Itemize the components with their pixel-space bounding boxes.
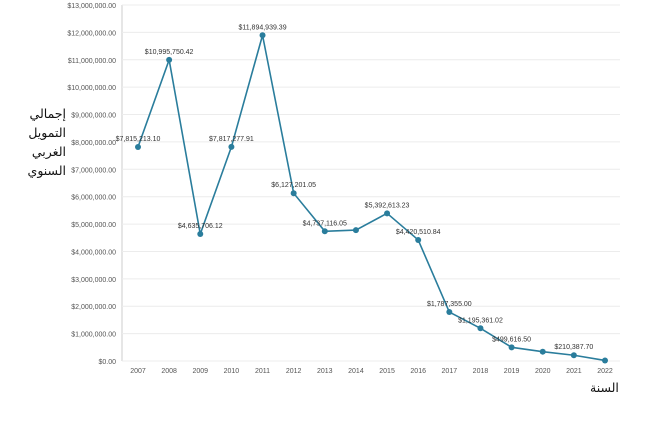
- x-tick-label: 2018: [473, 368, 489, 375]
- y-tick-label: $1,000,000.00: [71, 332, 116, 339]
- x-tick-label: 2021: [566, 368, 582, 375]
- data-point: [477, 325, 484, 332]
- x-tick-label: 2010: [224, 368, 240, 375]
- x-tick-label: 2015: [379, 368, 395, 375]
- y-tick-label: $11,000,000.00: [68, 58, 116, 65]
- x-tick-label: 2019: [504, 368, 520, 375]
- data-point: [384, 210, 391, 217]
- y-tick-label: $13,000,000.00: [67, 3, 116, 10]
- x-tick-label: 2014: [348, 368, 364, 375]
- data-point: [135, 143, 141, 150]
- data-point: [321, 228, 328, 235]
- data-label: $10,995,750.42: [145, 49, 194, 56]
- data-point: [259, 32, 266, 39]
- y-tick-label: $9,000,000.00: [71, 113, 116, 120]
- data-point: [197, 231, 204, 238]
- y-tick-label: $0.00: [98, 359, 116, 366]
- y-tick-label: $6,000,000.00: [71, 195, 116, 202]
- series-line: [137, 35, 606, 362]
- data-label: $11,894,939.39: [238, 24, 286, 31]
- y-label-line: الغربي: [31, 144, 66, 159]
- data-point: [508, 344, 515, 351]
- data-point: [570, 352, 577, 359]
- x-tick-label: 2017: [442, 368, 458, 375]
- y-tick-label: $8,000,000.00: [71, 140, 116, 147]
- data-label: $5,392,613.23: [365, 202, 410, 209]
- x-tick-label: 2011: [255, 368, 270, 375]
- y-tick-label: $12,000,000.00: [67, 30, 116, 37]
- data-label: $4,635,706.12: [178, 223, 223, 230]
- y-label-line: إجمالي: [29, 106, 66, 121]
- y-tick-label: $10,000,000.00: [67, 85, 116, 92]
- y-tick-label: $2,000,000.00: [71, 304, 116, 311]
- data-point: [415, 236, 422, 243]
- x-tick-label: 2007: [130, 368, 146, 375]
- data-label: $7,815,213.10: [116, 136, 161, 143]
- data-point: [228, 143, 235, 150]
- data-label: $499,616.50: [492, 336, 531, 343]
- data-point: [352, 227, 359, 234]
- y-tick-label: $3,000,000.00: [71, 277, 116, 284]
- x-tick-label: 2016: [410, 368, 426, 375]
- data-label: $4,737,116.05: [303, 220, 347, 227]
- x-axis-label: السنة: [590, 380, 619, 395]
- data-label: $4,420,510.84: [396, 229, 441, 236]
- data-point: [166, 56, 173, 63]
- y-label-line: السنوي: [27, 163, 66, 178]
- data-point: [602, 357, 608, 364]
- x-tick-label: 2012: [286, 368, 302, 375]
- y-label-line: التمويل: [28, 125, 66, 140]
- data-label: $7,817,277.91: [209, 136, 254, 143]
- x-tick-label: 2009: [192, 368, 208, 375]
- data-point: [539, 348, 546, 355]
- y-tick-label: $5,000,000.00: [71, 222, 116, 229]
- data-label: $1,787,355.00: [427, 301, 472, 308]
- y-axis-label: إجمالي التمويل الغربي السنوي: [8, 104, 66, 180]
- data-label: $1,195,361.02: [458, 317, 503, 324]
- data-label: $210,387.70: [554, 344, 593, 351]
- data-point: [290, 190, 297, 197]
- x-tick-label: 2008: [161, 368, 177, 375]
- x-tick-label: 2022: [597, 368, 613, 375]
- x-tick-label: 2013: [317, 368, 333, 375]
- y-tick-label: $4,000,000.00: [71, 249, 116, 256]
- y-tick-label: $7,000,000.00: [71, 167, 116, 174]
- data-label: $6,127,201.05: [271, 182, 316, 189]
- x-tick-label: 2020: [535, 368, 551, 375]
- data-point: [446, 309, 453, 316]
